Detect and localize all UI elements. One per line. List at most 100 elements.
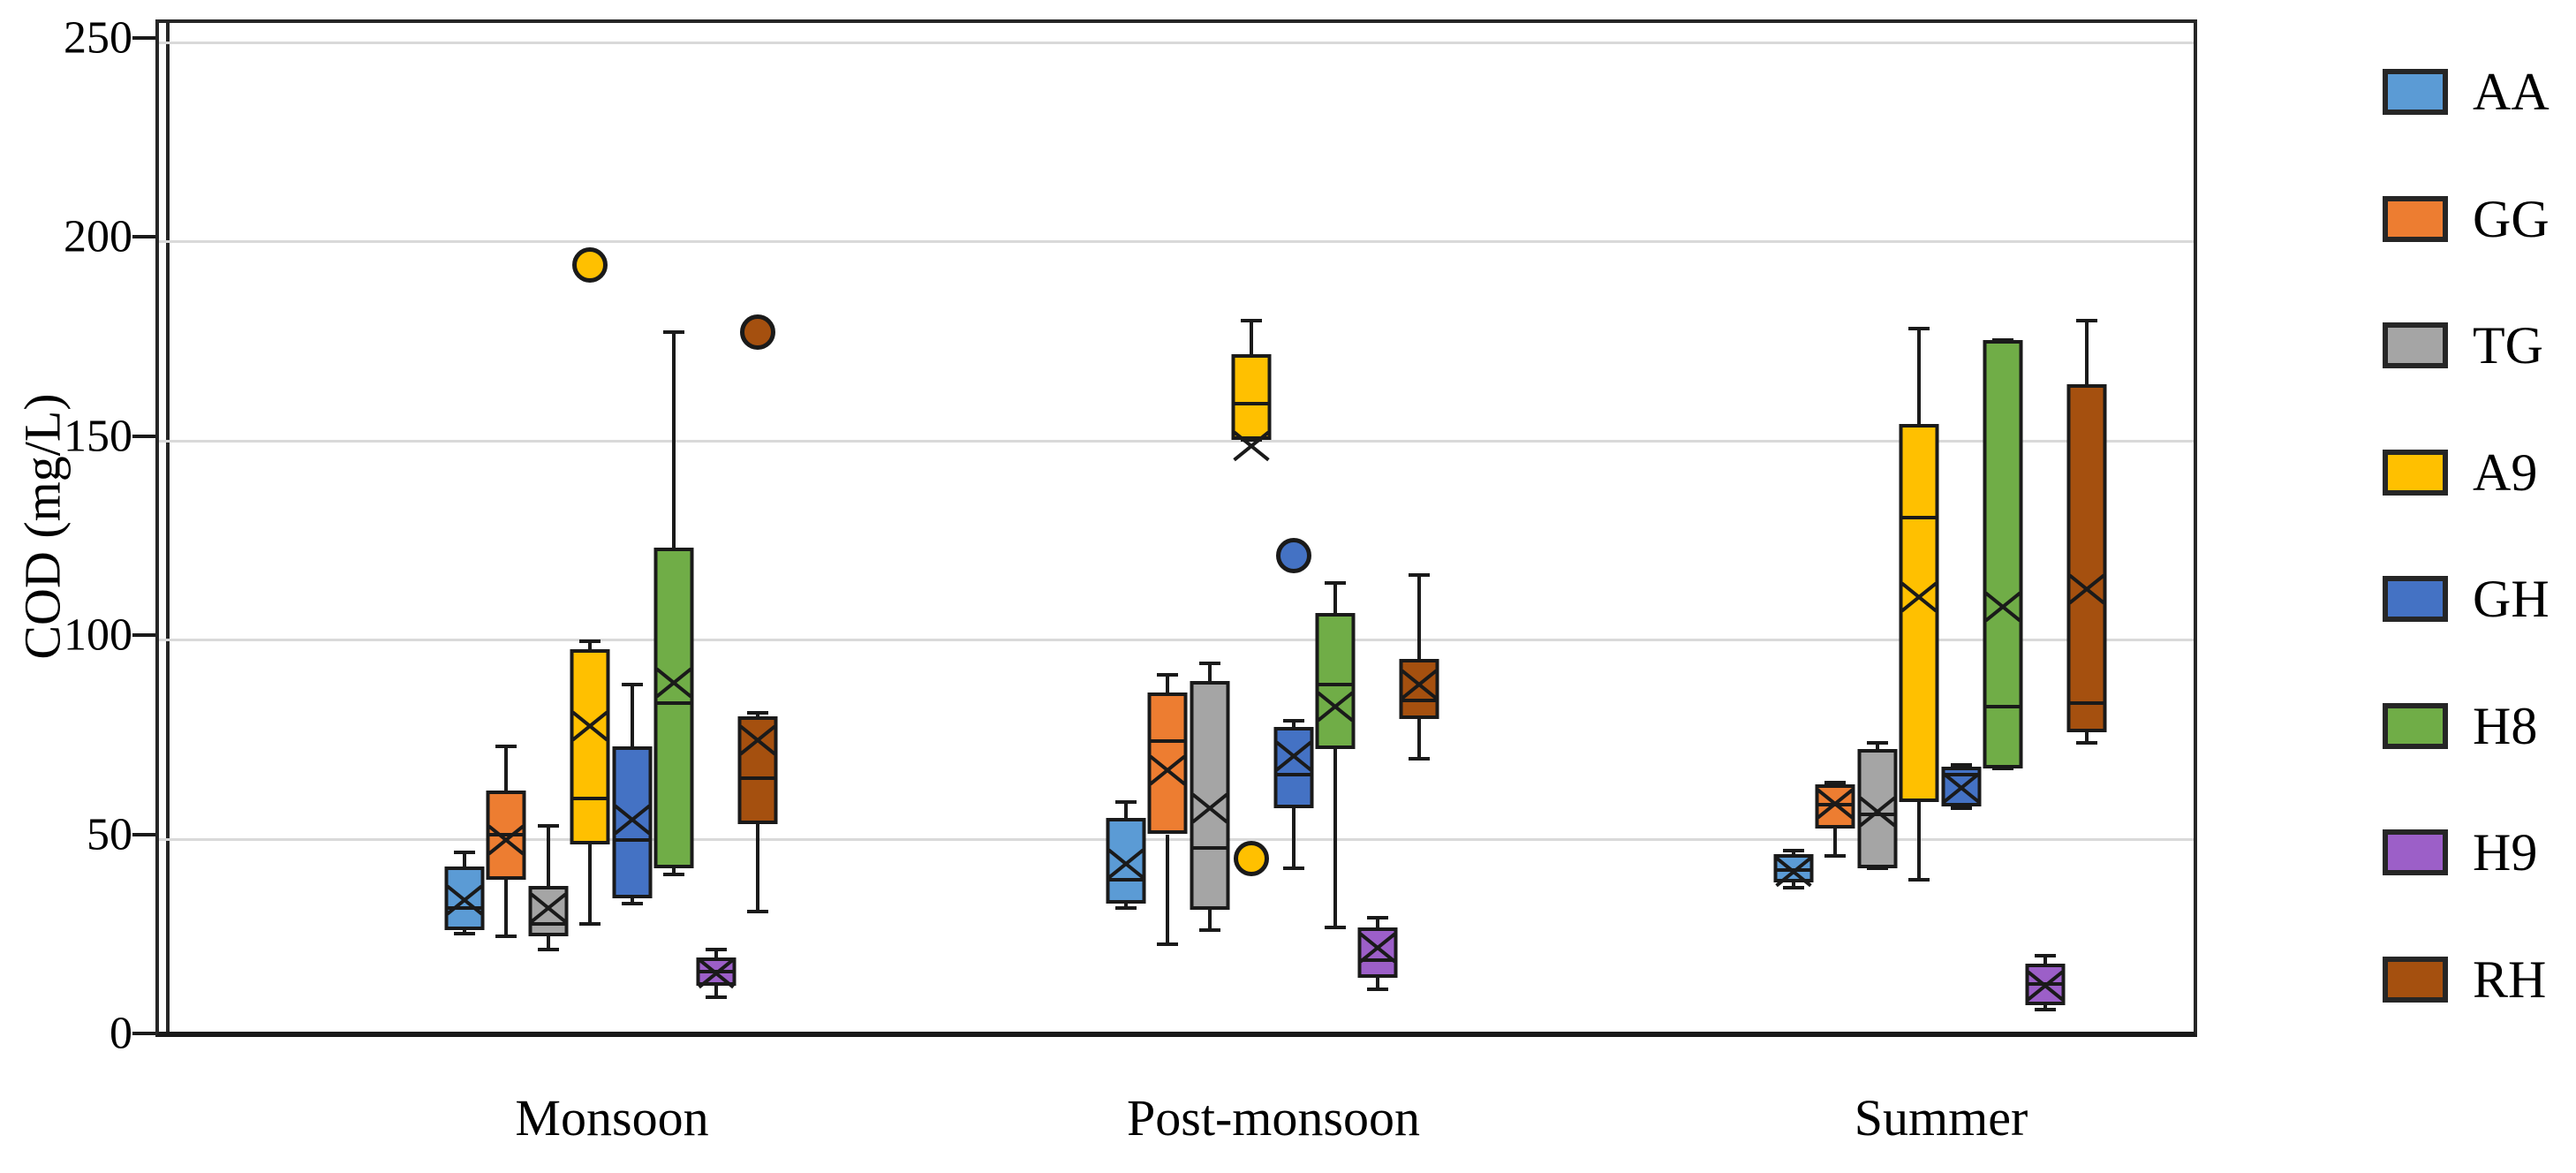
box-gg-summer-mean-marker [1815, 783, 1855, 821]
box-aa-monsoon-lower-whisker [462, 929, 466, 935]
box-h9-summer-upper-cap [2034, 954, 2056, 958]
box-gh-monsoon-median [612, 838, 652, 843]
box-gh-post-monsoon-lower-whisker [1291, 808, 1296, 868]
box-tg-monsoon-upper-cap [537, 824, 559, 829]
box-gh-post-monsoon-outlier-0 [1275, 537, 1311, 573]
box-a9-summer-lower-cap [1908, 878, 1930, 882]
legend-label-rh: RH [2473, 950, 2547, 1009]
box-a9-monsoon-mean-marker [570, 706, 610, 743]
legend-label-h8: H8 [2473, 696, 2538, 755]
box-h9-post-monsoon-upper-whisker [1375, 918, 1379, 928]
box-a9-monsoon-lower-whisker [588, 844, 592, 924]
legend-label-gg: GG [2473, 189, 2550, 248]
box-tg-summer-lower-cap [1866, 866, 1888, 870]
box-h8-monsoon-lower-whisker [672, 867, 676, 874]
legend-label-aa: AA [2473, 63, 2550, 121]
y-tick-label-0: 0 [110, 1008, 132, 1059]
box-h8-post-monsoon-lower-whisker [1333, 748, 1337, 928]
box-gh-post-monsoon-lower-cap [1282, 866, 1304, 870]
y-tick-100 [132, 633, 155, 637]
box-h8-post-monsoon [1315, 613, 1356, 749]
box-a9-summer-mean-marker [1899, 577, 1939, 614]
x-category-label-post-monsoon: Post-monsoon [1127, 1089, 1420, 1147]
legend-swatch-rh [2383, 956, 2448, 1003]
box-h9-monsoon-lower-whisker [714, 985, 718, 998]
box-aa-monsoon-mean-marker [444, 880, 485, 917]
legend-swatch-h9 [2383, 829, 2448, 875]
box-aa-monsoon-lower-cap [453, 932, 475, 936]
box-tg-post-monsoon-median [1190, 846, 1229, 851]
box-a9-summer-median [1899, 515, 1939, 519]
box-rh-summer-mean-marker [2066, 569, 2107, 606]
box-tg-post-monsoon-upper-whisker [1207, 662, 1212, 681]
box-a9-monsoon [570, 648, 610, 844]
box-h8-post-monsoon-lower-cap [1325, 926, 1346, 930]
box-rh-monsoon-outlier-0 [740, 314, 775, 351]
box-h8-monsoon-upper-cap [663, 330, 684, 335]
box-gg-summer-upper-cap [1824, 780, 1846, 784]
y-tick-0 [132, 1032, 155, 1035]
legend-label-h9: H9 [2473, 823, 2538, 882]
legend-label-tg: TG [2473, 316, 2543, 375]
box-rh-summer-upper-whisker [2085, 320, 2089, 384]
box-gh-monsoon-lower-whisker [630, 897, 634, 904]
box-tg-monsoon-median [528, 921, 568, 926]
box-rh-monsoon-median [737, 776, 778, 781]
box-a9-summer-upper-whisker [1917, 328, 1921, 424]
y-tick-200 [132, 235, 155, 238]
box-aa-post-monsoon-lower-cap [1114, 905, 1137, 910]
box-rh-post-monsoon-mean-marker [1399, 664, 1439, 701]
box-rh-summer-upper-cap [2076, 318, 2097, 322]
box-h8-post-monsoon-median [1315, 683, 1356, 687]
box-rh-summer-median [2066, 700, 2107, 705]
box-tg-monsoon-lower-whisker [546, 935, 550, 950]
box-rh-monsoon-lower-whisker [756, 824, 759, 912]
legend-item-tg: TG [2383, 319, 2543, 372]
box-a9-post-monsoon-mean-marker [1231, 426, 1272, 463]
box-gg-summer-lower-whisker [1833, 828, 1837, 857]
gridline-50 [159, 837, 2194, 841]
box-aa-post-monsoon-median [1106, 878, 1145, 882]
y-tick-label-250: 250 [64, 12, 132, 63]
box-h9-post-monsoon-mean-marker [1357, 927, 1398, 965]
box-gg-post-monsoon-lower-cap [1157, 942, 1178, 946]
box-a9-monsoon-median [570, 796, 610, 800]
box-h9-post-monsoon-upper-cap [1366, 916, 1388, 920]
gridline-200 [159, 240, 2194, 243]
box-h8-summer [1983, 340, 2023, 769]
box-h8-post-monsoon-upper-whisker [1333, 583, 1337, 614]
box-h9-post-monsoon-median [1357, 957, 1397, 962]
box-a9-summer-upper-cap [1908, 326, 1930, 330]
box-a9-post-monsoon-outlier-0 [1234, 840, 1269, 876]
box-h9-post-monsoon-lower-whisker [1375, 977, 1379, 990]
box-gg-post-monsoon-lower-whisker [1166, 834, 1169, 944]
gridline-150 [159, 439, 2194, 443]
box-aa-post-monsoon-lower-whisker [1123, 904, 1128, 908]
legend-item-gh: GH [2383, 572, 2550, 625]
box-a9-monsoon-upper-whisker [588, 640, 592, 649]
box-rh-monsoon-upper-whisker [756, 712, 759, 717]
box-gh-monsoon-mean-marker [612, 799, 653, 836]
box-h9-summer-lower-cap [2034, 1007, 2056, 1011]
y-tick-label-200: 200 [64, 211, 132, 262]
box-gg-monsoon-lower-whisker [504, 880, 508, 936]
x-category-label-monsoon: Monsoon [515, 1089, 709, 1147]
box-a9-monsoon-outlier-0 [572, 246, 608, 283]
box-h9-monsoon-upper-whisker [714, 950, 718, 958]
box-aa-monsoon [444, 866, 484, 930]
box-h8-summer-median [1983, 705, 2023, 709]
legend-label-gh: GH [2473, 570, 2550, 628]
box-gg-post-monsoon-median [1147, 738, 1188, 743]
box-aa-post-monsoon-mean-marker [1106, 844, 1146, 881]
box-gh-summer-upper-cap [1950, 762, 1972, 767]
box-gh-summer-mean-marker [1941, 768, 1982, 805]
box-rh-post-monsoon [1399, 659, 1439, 719]
box-gh-summer-median [1941, 772, 1981, 776]
box-gg-post-monsoon-upper-whisker [1166, 675, 1169, 693]
box-aa-post-monsoon-upper-whisker [1123, 802, 1128, 819]
box-a9-summer [1899, 423, 1939, 803]
box-gh-monsoon-upper-whisker [630, 685, 634, 747]
box-h8-monsoon-mean-marker [653, 662, 694, 700]
box-h8-post-monsoon-upper-cap [1325, 581, 1346, 586]
legend-swatch-a9 [2383, 449, 2448, 496]
